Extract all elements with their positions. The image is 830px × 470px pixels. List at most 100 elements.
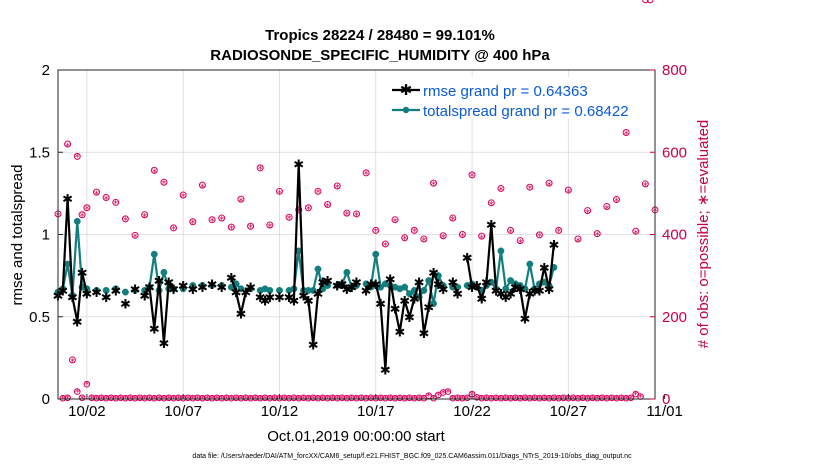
rmse-data-point: ✱ xyxy=(67,291,78,306)
obs-bottom-evaluated-point: * xyxy=(181,394,186,405)
spread-data-point xyxy=(507,277,515,285)
obs-bottom-evaluated-point: * xyxy=(267,394,272,405)
obs-bottom-possible-point xyxy=(305,394,312,402)
obs-evaluated-point: * xyxy=(518,238,523,249)
rmse-data-point: ✱ xyxy=(62,192,73,207)
x-tick-label: 11/01 xyxy=(646,403,682,420)
obs-bottom-evaluated-point: * xyxy=(402,394,407,405)
obs-bottom-possible-point xyxy=(261,394,269,402)
rmse-data-point: ✱ xyxy=(187,283,198,298)
obs-bottom-possible-point xyxy=(497,394,505,402)
rmse-data-point: ✱ xyxy=(351,276,362,291)
obs-bottom-possible-point xyxy=(126,394,134,402)
obs-evaluated-point: * xyxy=(421,236,426,247)
obs-bottom-evaluated-point: * xyxy=(200,394,205,405)
obs-bottom-evaluated-point: * xyxy=(426,392,431,403)
spread-data-point xyxy=(309,286,317,294)
obs-bottom-possible-point xyxy=(136,394,144,402)
spread-data-point xyxy=(276,286,283,294)
obs-bottom-evaluated-point: * xyxy=(123,394,128,405)
obs-evaluated-point: * xyxy=(104,194,109,205)
rmse-data-point: ✱ xyxy=(524,288,535,303)
spread-data-point xyxy=(198,282,206,289)
obs-bottom-evaluated-point: * xyxy=(354,394,359,405)
obs-bottom-evaluated-point: * xyxy=(238,394,243,405)
obs-possible-point xyxy=(353,210,360,218)
obs-evaluated-point: * xyxy=(70,357,75,368)
y2-tick-label: 800 xyxy=(662,62,687,79)
obs-evaluated-point: * xyxy=(190,219,195,230)
rmse-data-point: ✱ xyxy=(399,294,410,309)
obs-bottom-possible-point xyxy=(247,394,254,402)
obs-bottom-evaluated-point: * xyxy=(441,388,446,399)
obs-possible-point xyxy=(237,195,245,203)
obs-evaluated-point: * xyxy=(267,222,272,233)
obs-evaluated-markers: * * * * * * * * * * * * * * * * * * * * * * * * * * * * * * * * * * * * * * * *… xyxy=(56,130,658,368)
obs-bottom-possible-point xyxy=(646,0,654,4)
rmse-data-point: ✱ xyxy=(313,288,324,303)
obs-bottom-evaluated-point: * xyxy=(431,394,436,405)
obs-possible-point xyxy=(218,214,226,222)
obs-evaluated-point: * xyxy=(161,179,166,190)
obs-bottom-evaluated-point: * xyxy=(113,394,118,405)
obs-possible-point xyxy=(564,186,572,194)
obs-bottom-evaluated-point: * xyxy=(450,394,455,405)
obs-bottom-possible-point xyxy=(146,394,153,402)
rmse-data-point: ✱ xyxy=(404,311,415,326)
spread-data-point xyxy=(121,288,129,296)
spread-data-point xyxy=(208,282,216,289)
obs-bottom-possible-point xyxy=(329,394,336,402)
obs-bottom-evaluated-point: * xyxy=(643,0,648,3)
obs-bottom-possible-point xyxy=(338,394,346,402)
obs-bottom-possible-point xyxy=(362,394,370,402)
rmse-data-point: ✱ xyxy=(101,291,112,306)
rmse-data-point: ✱ xyxy=(197,281,208,296)
obs-bottom-possible-point xyxy=(473,394,481,401)
obs-bottom-possible-point xyxy=(59,394,67,402)
obs-evaluated-point: * xyxy=(585,208,590,219)
obs-bottom-evaluated-point: * xyxy=(171,394,176,405)
rmse-data-point: ✱ xyxy=(414,276,425,291)
obs-bottom-possible-point xyxy=(324,394,331,402)
obs-possible-point xyxy=(555,226,563,234)
obs-bottom-possible-point xyxy=(117,394,124,402)
rmse-data-point: ✱ xyxy=(231,286,242,301)
obs-evaluated-point: * xyxy=(219,215,224,226)
obs-possible-point xyxy=(160,178,168,186)
rmse-data-point: ✱ xyxy=(240,286,251,301)
obs-bottom-evaluated-point: * xyxy=(315,394,320,405)
rmse-data-point: ✱ xyxy=(158,337,169,352)
obs-evaluated-point: * xyxy=(402,235,407,246)
obs-bottom-evaluated-point: * xyxy=(383,394,388,405)
spread-data-point xyxy=(324,282,332,289)
obs-bottom-possible-point xyxy=(98,394,105,402)
obs-bottom-evaluated-point: * xyxy=(190,394,195,405)
obs-bottom-possible-point xyxy=(377,394,384,402)
obs-evaluated-point: * xyxy=(614,196,619,207)
legend-spread-circle-icon xyxy=(402,106,410,114)
rmse-data-point: ✱ xyxy=(481,276,492,291)
y2-tick-label: 0 xyxy=(662,391,670,408)
obs-bottom-possible-point xyxy=(73,388,81,395)
obs-evaluated-point: * xyxy=(325,201,330,212)
rmse-data-point: ✱ xyxy=(476,293,487,308)
obs-evaluated-point: * xyxy=(84,205,89,216)
rmse-data-point: ✱ xyxy=(486,219,497,234)
obs-possible-point xyxy=(78,211,86,219)
obs-bottom-possible-point xyxy=(237,394,245,402)
obs-possible-point xyxy=(179,191,187,199)
obs-bottom-possible-point xyxy=(454,394,461,402)
obs-bottom-evaluated-point: * xyxy=(460,394,465,405)
rmse-data-point: ✱ xyxy=(529,284,540,299)
obs-possible-point xyxy=(83,204,91,212)
y-tick-label: 1.5 xyxy=(29,144,50,161)
rmse-data-point: ✱ xyxy=(418,327,429,342)
obs-bottom-possible-point xyxy=(232,394,240,402)
rmse-data-point: ✱ xyxy=(361,284,372,299)
rmse-data-point: ✱ xyxy=(216,281,227,296)
obs-possible-point xyxy=(622,129,630,137)
obs-bottom-possible-point xyxy=(642,0,649,4)
obs-bottom-evaluated-point: * xyxy=(508,394,513,405)
obs-bottom-possible-point xyxy=(199,394,206,402)
obs-evaluated-point: * xyxy=(547,180,552,191)
